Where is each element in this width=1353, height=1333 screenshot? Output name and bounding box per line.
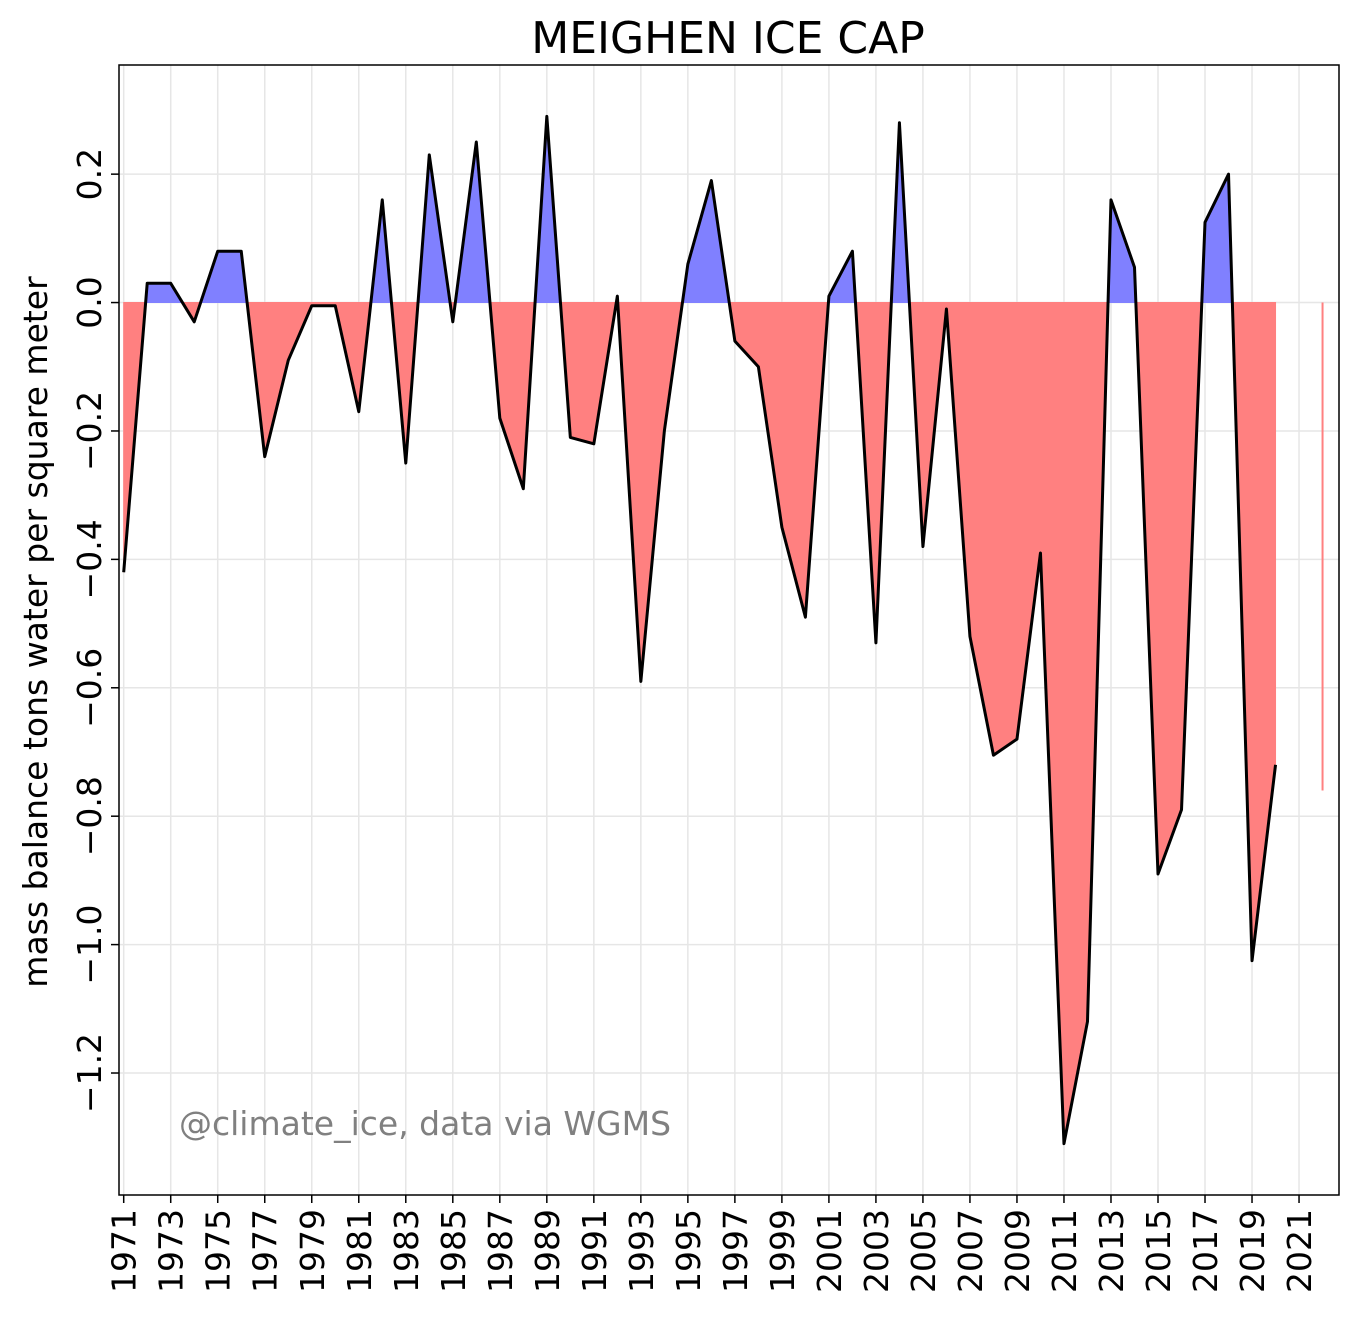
area-segment [146, 282, 172, 304]
y-tick-label: 0.2 [70, 148, 109, 200]
area-segment [1157, 302, 1183, 875]
x-tick-label: 2019 [1233, 1209, 1272, 1293]
y-axis-label: mass balance tons water per square meter [16, 276, 55, 988]
area-segment [1110, 199, 1135, 304]
series-line [122, 114, 1278, 1146]
x-tick-label: 2003 [857, 1209, 896, 1293]
x-tick-label: 1987 [481, 1209, 520, 1293]
x-tick-label: 1973 [152, 1209, 191, 1293]
x-tick-label: 2021 [1280, 1209, 1319, 1293]
area-segment [687, 180, 712, 304]
x-tick-label: 1977 [246, 1209, 285, 1293]
chart-title: MEIGHEN ICE CAP [531, 13, 924, 64]
x-tick-label: 1999 [763, 1209, 802, 1293]
area-segment [569, 302, 595, 445]
y-tick-label: −1.2 [70, 1033, 109, 1113]
area-segment [217, 250, 242, 304]
x-tick-label: 2005 [904, 1209, 943, 1293]
x-tick-label: 2001 [810, 1209, 849, 1293]
y-tick-label: 0.0 [70, 276, 109, 328]
x-tick-label: 1985 [434, 1209, 473, 1293]
x-axis-ticks: 1971 1973 1975 1977 1979 1981 1983 1985 1987 1989… [105, 1195, 1319, 1293]
area-segment [1204, 173, 1230, 304]
mass-balance-line [122, 114, 1278, 1146]
x-tick-label: 1971 [105, 1209, 144, 1293]
y-tick-label: −1.0 [70, 905, 109, 985]
credit-annotation: @climate_ice, data via WGMS [179, 1104, 671, 1143]
y-tick-label: −0.8 [70, 776, 109, 856]
x-tick-label: 2009 [998, 1209, 1037, 1293]
x-tick-label: 2017 [1186, 1209, 1225, 1293]
x-tick-label: 1991 [575, 1209, 614, 1293]
x-tick-label: 1995 [669, 1209, 708, 1293]
area-segment [1016, 302, 1041, 740]
x-tick-label: 1997 [716, 1209, 755, 1293]
y-tick-label: −0.4 [70, 519, 109, 599]
x-tick-label: 2011 [1045, 1209, 1084, 1293]
x-tick-label: 2013 [1092, 1209, 1131, 1293]
x-tick-label: 2015 [1139, 1209, 1178, 1293]
y-tick-label: −0.2 [70, 391, 109, 471]
area-segment [992, 302, 1018, 757]
x-tick-label: 1975 [199, 1209, 238, 1293]
x-tick-label: 1983 [387, 1209, 426, 1293]
x-tick-label: 1979 [293, 1209, 332, 1293]
x-tick-label: 1989 [528, 1209, 567, 1293]
x-tick-label: 1993 [622, 1209, 661, 1293]
x-tick-label: 2007 [951, 1209, 990, 1293]
area-segment [640, 302, 665, 682]
y-tick-label: −0.6 [70, 648, 109, 728]
plot-frame [118, 64, 1340, 1196]
x-tick-label: 1981 [340, 1209, 379, 1293]
area-segment [734, 302, 759, 369]
plot-area [118, 64, 1340, 1196]
y-axis-ticks: 0.2 0.0 −0.2 −0.4 −0.6 −0.8 −1.0 −1.2 [70, 148, 119, 1113]
area-segment [499, 302, 524, 489]
area-segment [1063, 302, 1088, 1144]
